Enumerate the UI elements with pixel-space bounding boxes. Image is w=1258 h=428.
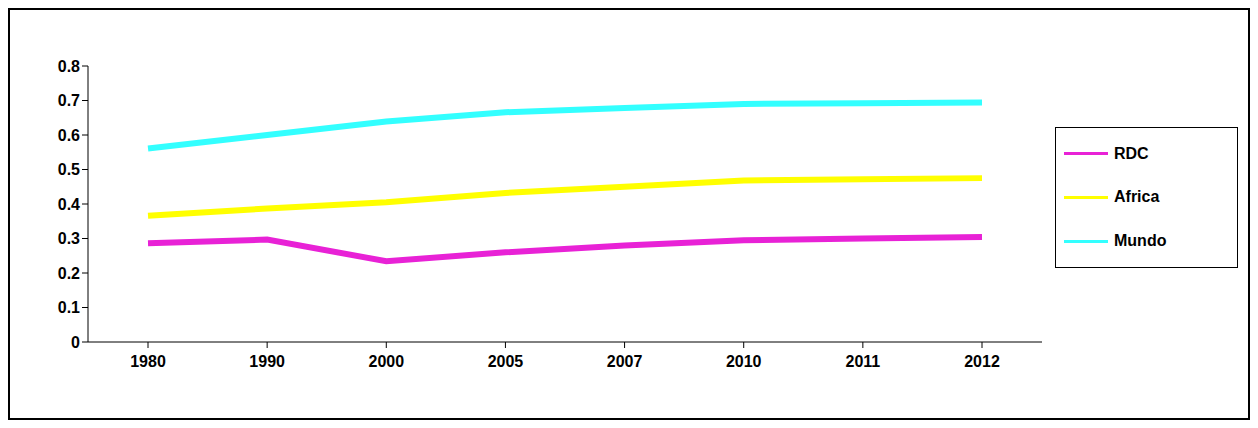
svg-text:0.4: 0.4 xyxy=(58,196,80,213)
html-text:Mundo: Mundo xyxy=(1114,232,1167,250)
html-text:Africa: Africa xyxy=(1114,188,1160,206)
svg-text:2010: 2010 xyxy=(726,353,762,370)
svg-text:1980: 1980 xyxy=(130,353,166,370)
svg-text:1990: 1990 xyxy=(249,353,285,370)
svg-text:0.5: 0.5 xyxy=(58,161,80,178)
svg-text:2012: 2012 xyxy=(964,353,1000,370)
svg-text:0.8: 0.8 xyxy=(58,58,80,75)
svg-text:0.3: 0.3 xyxy=(58,230,80,247)
svg-text:0.7: 0.7 xyxy=(58,92,80,109)
svg-text:2000: 2000 xyxy=(368,353,404,370)
svg-text:0.6: 0.6 xyxy=(58,127,80,144)
svg-text:2007: 2007 xyxy=(607,353,643,370)
html-text:RDC: RDC xyxy=(1114,144,1149,162)
svg-text:2011: 2011 xyxy=(845,353,880,370)
svg-text:0.2: 0.2 xyxy=(58,265,80,282)
svg-text:0: 0 xyxy=(71,334,80,351)
svg-text:0.1: 0.1 xyxy=(58,299,80,316)
svg-text:2005: 2005 xyxy=(488,353,524,370)
